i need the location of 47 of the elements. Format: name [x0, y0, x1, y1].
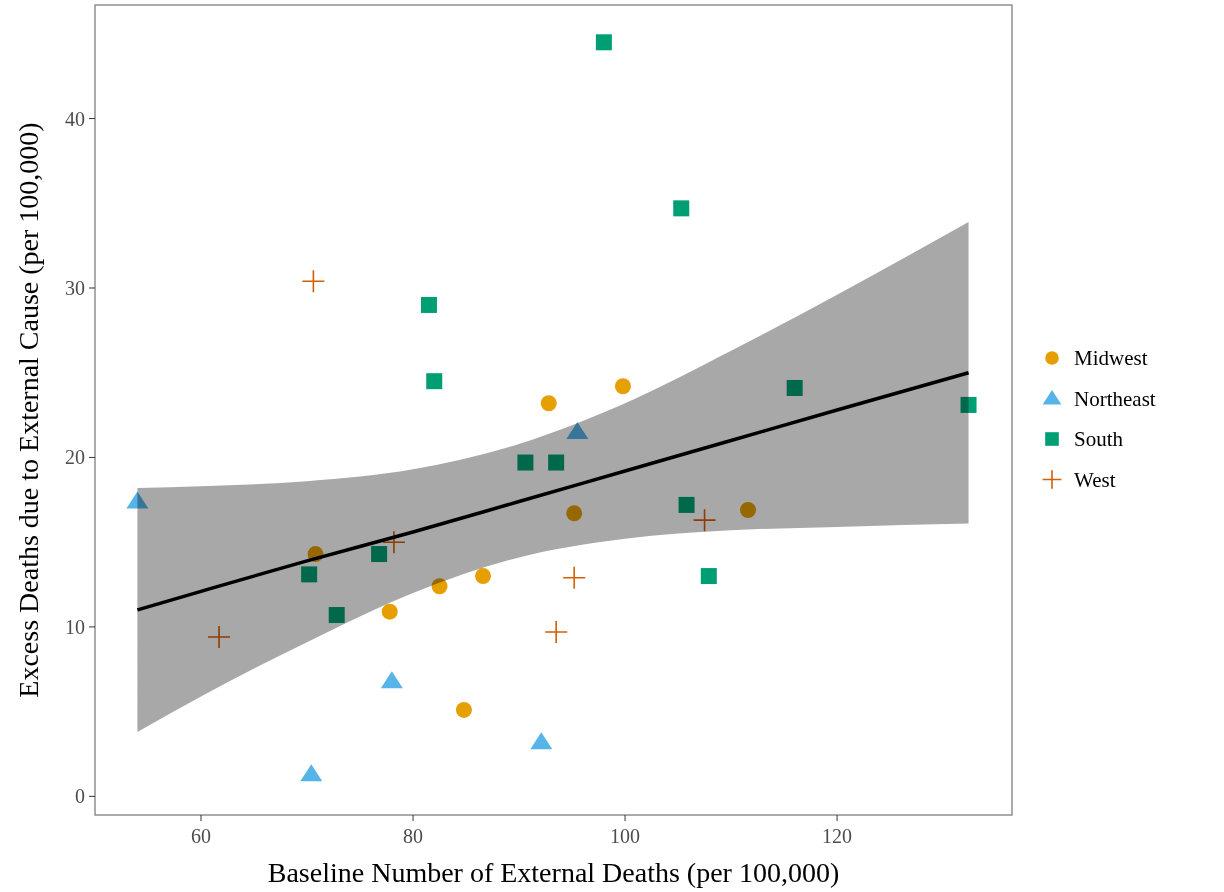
legend-label: West [1074, 467, 1116, 492]
point [371, 546, 388, 563]
point [328, 607, 345, 624]
point [475, 568, 491, 585]
legend-label: South [1074, 427, 1124, 451]
point [700, 568, 717, 585]
x-axis-title: Baseline Number of External Deaths (per 100,000) [267, 857, 840, 888]
point [595, 34, 612, 51]
point [540, 395, 557, 412]
y-tick-label: 40 [65, 107, 85, 130]
point [960, 396, 977, 413]
point [517, 454, 534, 471]
y-tick-label: 10 [65, 615, 85, 638]
legend-label: Midwest [1074, 346, 1148, 370]
point [208, 626, 231, 649]
x-tick-label: 60 [191, 825, 212, 847]
point [563, 566, 586, 589]
y-tick-label: 20 [65, 446, 85, 469]
point [301, 566, 318, 583]
point [566, 422, 589, 440]
point [693, 509, 716, 532]
point [420, 296, 437, 313]
point [126, 491, 149, 509]
point [740, 501, 757, 518]
x-tick-label: 120 [822, 825, 853, 847]
x-tick-label: 100 [610, 825, 641, 847]
point [302, 270, 325, 293]
point [530, 732, 553, 750]
point [678, 496, 695, 513]
point [566, 505, 583, 522]
line-series [135, 370, 971, 612]
point [426, 373, 443, 390]
point [673, 200, 690, 217]
point [548, 454, 565, 471]
point [300, 764, 323, 782]
point [614, 378, 631, 395]
y-tick-label: 30 [65, 276, 85, 299]
point [545, 620, 568, 643]
point [455, 701, 472, 718]
y-axis-title: Excess Deaths due to External Cause (per 100,000) [13, 122, 44, 698]
legend-label: Northeast [1074, 386, 1156, 411]
y-tick-label: 0 [75, 785, 85, 808]
point [380, 671, 403, 689]
point [431, 578, 448, 595]
point [786, 379, 803, 396]
x-tick-label: 80 [403, 825, 424, 847]
point [381, 603, 398, 620]
